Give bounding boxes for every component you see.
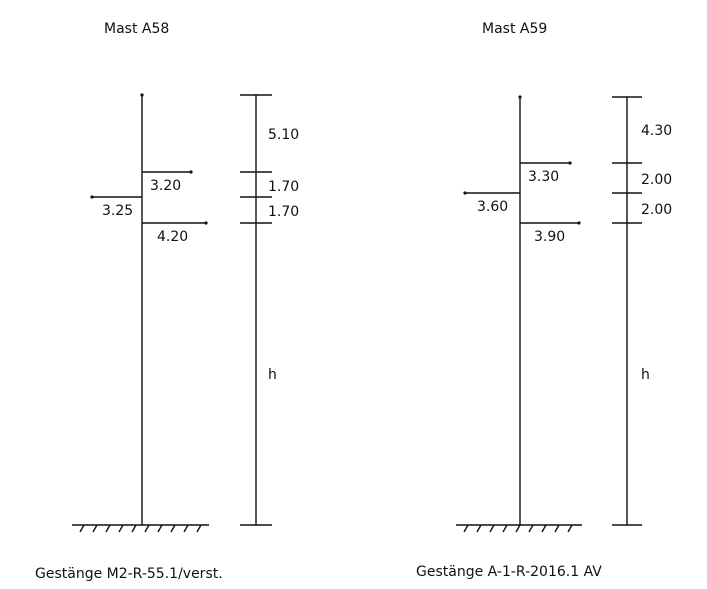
height-dimension: 4.30 2.00 2.00 h xyxy=(612,96,672,526)
segment-length-label: 1.70 xyxy=(268,179,299,195)
segment-length-label: 2.00 xyxy=(641,172,672,188)
mast-title: Mast A59 xyxy=(482,21,547,37)
height-dimension: 5.10 1.70 1.70 h xyxy=(240,94,299,526)
arm-length-label: 3.60 xyxy=(477,199,508,215)
pole-top-point xyxy=(518,95,522,99)
arm-length-label: 4.20 xyxy=(157,229,188,245)
mast-a59: Mast A59 3.30 3.60 3.90 xyxy=(416,21,672,580)
arm-end-point xyxy=(463,191,467,195)
arm-length-label: 3.25 xyxy=(102,203,133,219)
arm-length-label: 3.90 xyxy=(534,229,565,245)
mast-a58: Mast A58 3.20 3.25 4.20 xyxy=(35,21,299,582)
segment-length-label: h xyxy=(641,367,650,383)
segment-length-label: 4.30 xyxy=(641,123,672,139)
arm-end-point xyxy=(90,195,94,199)
pole-top-point xyxy=(140,93,144,97)
segment-length-label: 2.00 xyxy=(641,202,672,218)
mast-title: Mast A58 xyxy=(104,21,169,37)
segment-length-label: h xyxy=(268,367,277,383)
segment-length-label: 5.10 xyxy=(268,127,299,143)
arm-end-point xyxy=(577,221,581,225)
arm-length-label: 3.20 xyxy=(150,178,181,194)
arm-length-label: 3.30 xyxy=(528,169,559,185)
arm-end-point xyxy=(568,161,572,165)
segment-length-label: 1.70 xyxy=(268,204,299,220)
arm-end-point xyxy=(189,170,193,174)
crossarm-type-caption: Gestänge M2-R-55.1/verst. xyxy=(35,566,223,582)
ground-hatching xyxy=(463,524,573,533)
crossarm-type-caption: Gestänge A-1-R-2016.1 AV xyxy=(416,564,602,580)
ground-hatching xyxy=(79,524,202,533)
arm-end-point xyxy=(204,221,208,225)
